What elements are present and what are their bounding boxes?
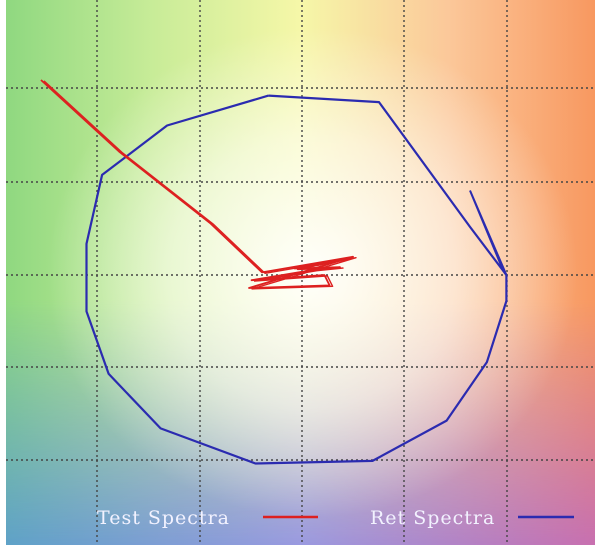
legend: Test Spectra Ret Spectra — [97, 507, 574, 529]
series-test-spectra-line-shadow — [43, 80, 357, 290]
legend-test-label: Test Spectra — [97, 507, 230, 529]
series-ret-spectra-line — [85, 94, 508, 465]
legend-ret-label: Ret Spectra — [370, 507, 495, 529]
chart-area: Test Spectra Ret Spectra — [6, 0, 595, 545]
chart-svg: Test Spectra Ret Spectra — [6, 0, 595, 545]
series-ret-spectra-spur — [469, 190, 508, 276]
series-layer — [40, 79, 508, 465]
grid-lines — [6, 0, 595, 545]
series-test-spectra-line — [40, 79, 354, 289]
